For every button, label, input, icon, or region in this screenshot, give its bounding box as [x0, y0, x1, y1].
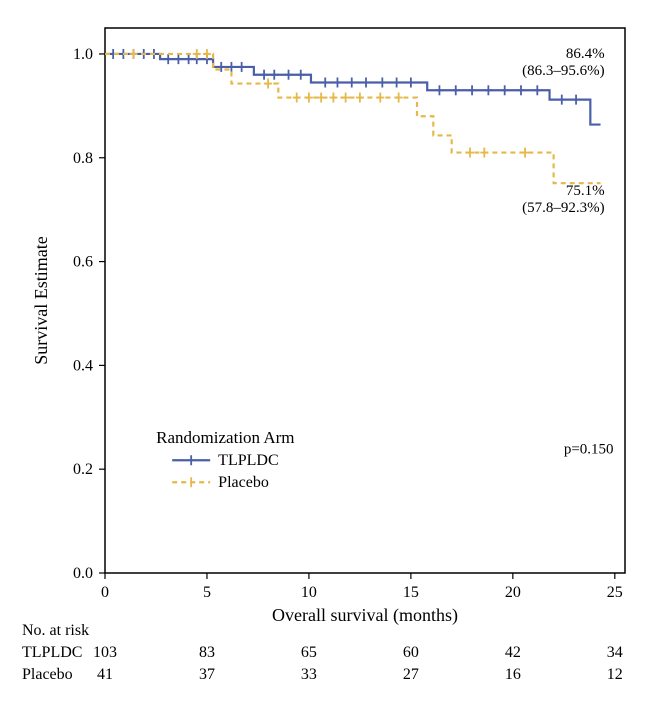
legend-title: Randomization Arm — [156, 428, 294, 447]
legend-label: Placebo — [218, 474, 269, 491]
risk-cell: 42 — [505, 644, 521, 661]
risk-cell: 103 — [93, 644, 117, 661]
risk-cell: 65 — [301, 644, 317, 661]
x-tick-label: 20 — [505, 584, 521, 601]
risk-table-header: No. at risk — [22, 622, 89, 639]
risk-cell: 27 — [403, 666, 419, 683]
y-tick-label: 1.0 — [73, 46, 93, 63]
km-chart-container: 0 5 10 15 20 25 0.0 0.2 0.4 0.6 0.8 1.0 Overall surv… — [10, 10, 636, 695]
x-tick-label: 10 — [301, 584, 317, 601]
x-tick-label: 5 — [203, 584, 211, 601]
risk-row-label: TLPLDC — [22, 644, 82, 661]
x-tick-label: 15 — [403, 584, 419, 601]
y-tick-label: 0.8 — [73, 150, 93, 167]
y-axis-label: Survival Estimate — [31, 236, 51, 364]
risk-row-label: Placebo — [22, 666, 73, 683]
risk-cell: 83 — [199, 644, 215, 661]
p-value: p=0.150 — [564, 442, 614, 458]
x-tick-label: 0 — [101, 584, 109, 601]
y-tick-label: 0.6 — [73, 254, 93, 271]
risk-cell: 16 — [505, 666, 521, 683]
risk-cell: 34 — [607, 644, 623, 661]
y-tick-label: 0.2 — [73, 461, 93, 478]
legend-label: TLPLDC — [218, 452, 278, 469]
y-tick-label: 0.0 — [73, 565, 93, 582]
risk-cell: 33 — [301, 666, 317, 683]
x-tick-label: 25 — [607, 584, 623, 601]
risk-cell: 37 — [199, 666, 215, 683]
end-annotation-placebo: 75.1%(57.8–92.3%) — [522, 183, 605, 216]
km-svg: 0 5 10 15 20 25 0.0 0.2 0.4 0.6 0.8 1.0 Overall surv… — [10, 10, 636, 695]
y-tick-label: 0.4 — [73, 357, 93, 374]
risk-cell: 60 — [403, 644, 419, 661]
risk-cell: 41 — [97, 666, 113, 683]
risk-cell: 12 — [607, 666, 623, 683]
end-annotation-tlpldc: 86.4%(86.3–95.6%) — [522, 46, 605, 79]
plot-border — [105, 28, 625, 573]
x-axis-label: Overall survival (months) — [272, 605, 458, 626]
